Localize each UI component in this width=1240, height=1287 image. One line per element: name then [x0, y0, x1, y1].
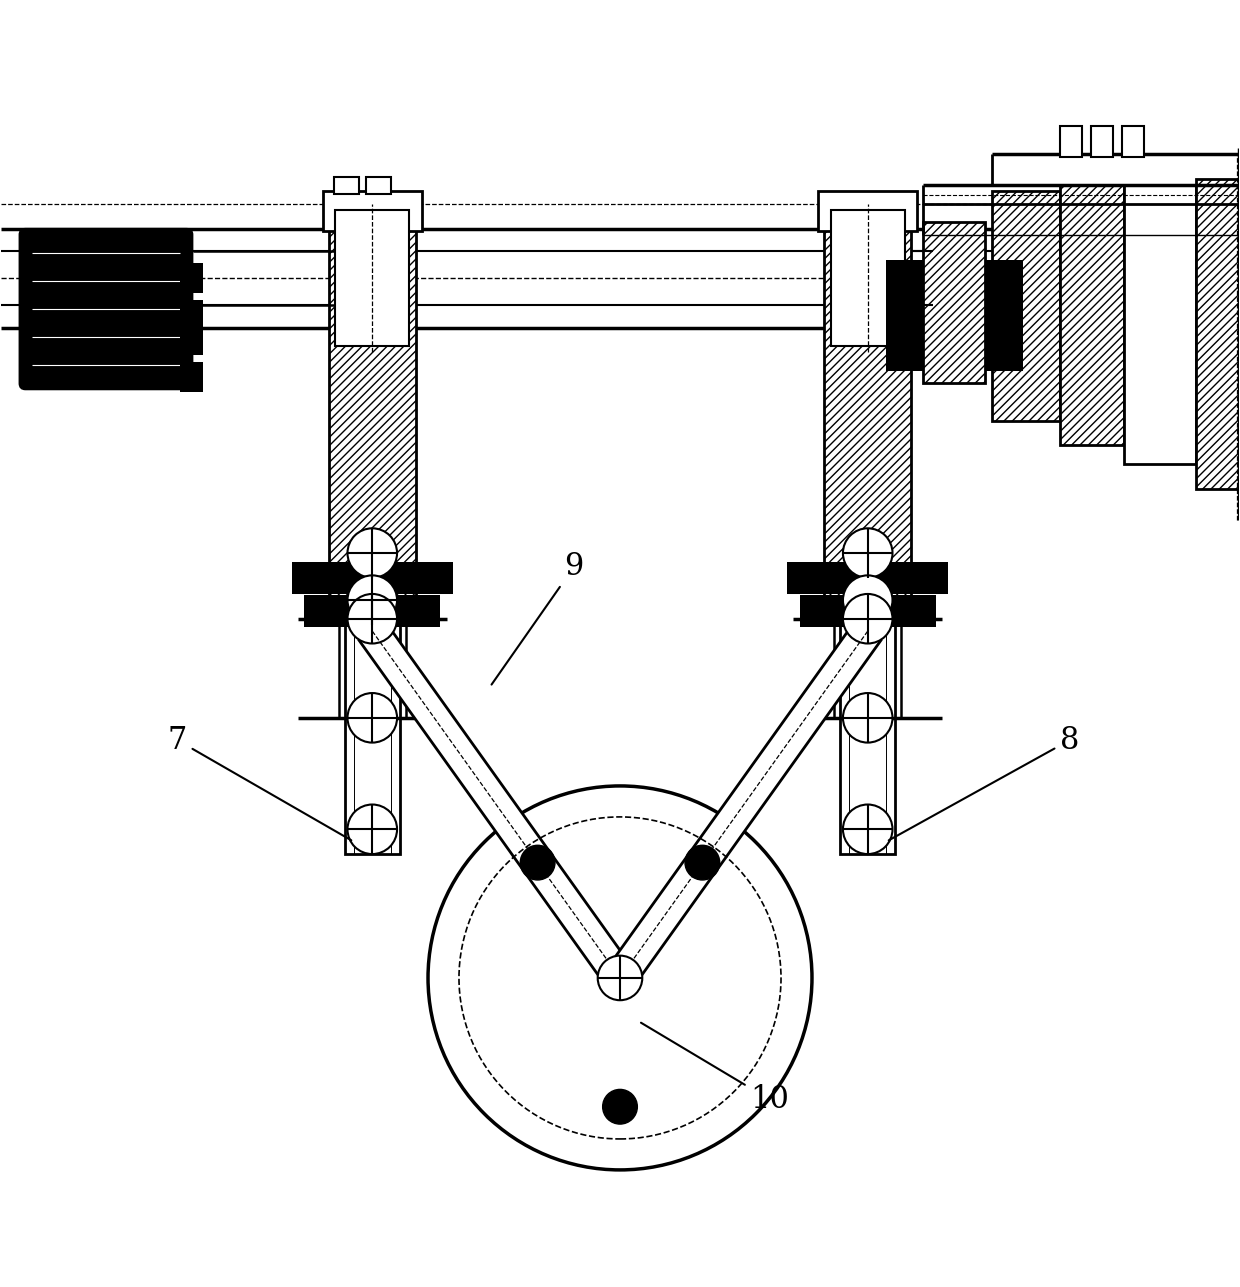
Bar	[1060, 185, 1125, 445]
Bar	[334, 176, 358, 194]
Text: 10: 10	[641, 1023, 789, 1115]
Polygon shape	[606, 622, 880, 987]
Bar	[831, 210, 905, 346]
Bar	[335, 210, 409, 346]
Bar	[825, 225, 911, 600]
Polygon shape	[360, 622, 634, 987]
Bar	[180, 300, 202, 331]
Circle shape	[843, 528, 893, 578]
Bar	[180, 264, 202, 293]
Text: 8: 8	[889, 725, 1079, 840]
Text: 7: 7	[167, 725, 351, 840]
Bar	[322, 192, 422, 232]
Bar	[924, 223, 986, 384]
Bar	[841, 606, 895, 855]
Circle shape	[347, 528, 397, 578]
Bar	[787, 561, 949, 595]
Circle shape	[428, 786, 812, 1170]
Bar	[992, 192, 1060, 421]
Bar	[304, 595, 440, 627]
Text: 9: 9	[491, 551, 584, 685]
Bar	[329, 225, 415, 600]
Bar	[1125, 185, 1195, 463]
Bar	[291, 561, 453, 595]
Circle shape	[603, 1089, 637, 1124]
Bar	[180, 326, 202, 355]
Bar	[1195, 179, 1239, 489]
Circle shape	[843, 575, 893, 625]
Bar	[986, 260, 1023, 371]
Bar	[800, 595, 936, 627]
Circle shape	[347, 692, 397, 743]
Circle shape	[347, 804, 397, 855]
Bar	[1091, 126, 1114, 157]
Circle shape	[521, 846, 556, 880]
FancyBboxPatch shape	[20, 229, 192, 390]
Bar	[1060, 126, 1083, 157]
Bar	[818, 192, 918, 232]
Circle shape	[347, 595, 397, 644]
Circle shape	[843, 595, 893, 644]
Bar	[366, 176, 391, 194]
Circle shape	[843, 692, 893, 743]
Bar	[345, 606, 399, 855]
Bar	[180, 363, 202, 393]
Bar	[887, 260, 924, 371]
Circle shape	[347, 575, 397, 625]
Circle shape	[843, 804, 893, 855]
Circle shape	[684, 846, 719, 880]
Circle shape	[598, 956, 642, 1000]
Bar	[1122, 126, 1145, 157]
